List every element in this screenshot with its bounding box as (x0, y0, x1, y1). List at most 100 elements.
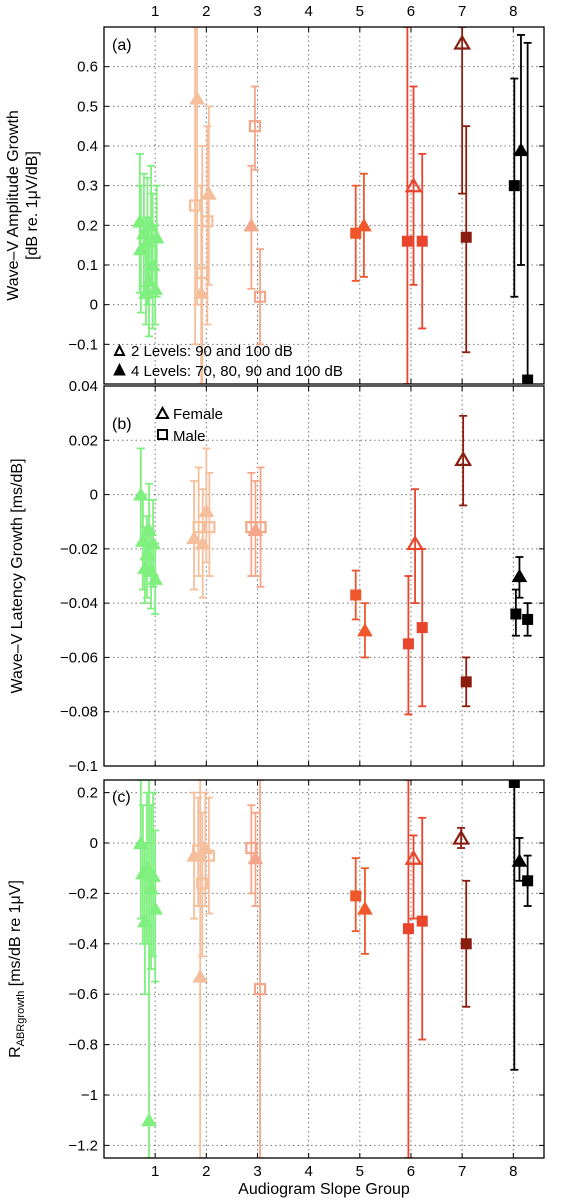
y-tick-label: −0.04 (60, 595, 98, 612)
panel-tag: (a) (112, 37, 132, 54)
legend-male-label: Male (173, 428, 206, 445)
bottom-x-tick-label: 3 (253, 1163, 261, 1180)
y-axis-label-main: R (7, 1046, 24, 1058)
data-point-triangle (192, 969, 209, 983)
top-x-tick-label: 7 (458, 3, 466, 20)
data-points (131, 27, 534, 384)
legend-open-label: 2 Levels: 90 and 100 dB (131, 343, 293, 360)
y-tick-label: −1 (81, 1087, 98, 1104)
data-point-triangle (404, 177, 423, 193)
y-tick-label: 0.6 (77, 59, 98, 76)
data-point-triangle (357, 901, 373, 915)
data-point-triangle (406, 534, 424, 551)
y-tick-label: −1.2 (68, 1137, 98, 1154)
data-point-square (254, 521, 267, 534)
data-point-square (253, 290, 267, 303)
y-tick-label: −0.1 (68, 336, 98, 353)
y-axis-label-subscript: ABRgrowth (15, 991, 27, 1047)
data-point-triangle (189, 91, 205, 105)
bottom-x-tick-labels: 1 2 3 4 5 6 7 8 (151, 1163, 517, 1180)
data-point-triangle (243, 218, 260, 232)
panel-tag: (c) (112, 789, 131, 806)
data-point-square (188, 199, 202, 212)
panel-a: 0.6 0.5 0.4 0.3 0.2 0.1 0 −0.1 (a) Wave–V Amplitu… (5, 26, 545, 385)
panel-frame (103, 385, 545, 767)
data-point-square (510, 608, 522, 620)
panel-c: 0.2 0 −0.2 −0.4 −0.6 −0.8 −1 −1.2 (c) RABRgrowth … (7, 779, 545, 1159)
panel-frame (103, 26, 545, 385)
y-tick-label: 0 (90, 297, 98, 314)
y-tick-label: −0.02 (60, 541, 98, 558)
data-point-triangle (148, 229, 165, 244)
data-point-triangle (145, 868, 161, 882)
data-point-square (248, 120, 262, 133)
data-point-square (202, 849, 215, 862)
y-axis-label-rest: [ms/dB re 1μV] (7, 880, 24, 991)
top-x-tick-label: 5 (356, 3, 364, 20)
top-x-tick-label: 1 (151, 3, 159, 20)
y-tick-label: 0.1 (77, 257, 98, 274)
y-axis-label: Wave–V Amplitude Growth (5, 110, 22, 301)
top-x-tick-labels: 1 2 3 4 5 6 7 8 (151, 3, 517, 20)
y-tick-label: 0.3 (77, 178, 98, 195)
data-point-square (522, 875, 534, 887)
legend-female-triangle-icon (155, 405, 170, 419)
data-point-square (416, 915, 428, 927)
data-point-square (402, 638, 414, 650)
data-point-triangle (511, 568, 528, 583)
y-tick-label: −0.08 (60, 704, 98, 721)
bottom-x-tick-label: 1 (151, 1163, 159, 1180)
data-point-square (402, 923, 414, 935)
y-tick-label: −0.06 (60, 649, 98, 666)
top-x-tick-label: 6 (407, 3, 415, 20)
data-point-square (522, 613, 534, 625)
data-point-triangle (198, 503, 215, 517)
legend-male-square-icon (157, 429, 168, 440)
data-point-triangle (511, 853, 528, 867)
bottom-x-tick-label: 5 (356, 1163, 364, 1180)
bottom-x-tick-label: 6 (407, 1163, 415, 1180)
bottom-x-tick-label: 2 (202, 1163, 210, 1180)
y-tick-label: 0.02 (69, 432, 98, 449)
top-x-tick-label: 8 (509, 3, 517, 20)
data-point-square (253, 983, 267, 996)
data-point-triangle (147, 901, 164, 915)
panel-b: 0.04 0.02 0 −0.02 −0.04 −0.06 −0.08 −0.1 (b) Wave… (9, 378, 545, 775)
legend-female-label: Female (173, 406, 223, 423)
data-points (132, 414, 534, 716)
y-tick-label: 0.5 (77, 98, 98, 115)
bottom-x-tick-label: 7 (458, 1163, 466, 1180)
top-x-tick-label: 2 (202, 3, 210, 20)
data-point-triangle (404, 849, 423, 865)
data-point-triangle (186, 530, 202, 545)
data-point-triangle (141, 1112, 157, 1127)
panel-tag: (b) (112, 416, 132, 433)
y-tick-label: −0.6 (68, 986, 98, 1003)
data-point-square (401, 235, 413, 247)
y-tick-label: 0 (90, 835, 98, 852)
bottom-x-tick-label: 4 (304, 1163, 312, 1180)
data-point-square (460, 231, 472, 243)
legend-sex: Female Male (155, 405, 223, 445)
top-x-tick-label: 3 (253, 3, 261, 20)
data-point-square (350, 227, 362, 239)
data-point-square (508, 180, 520, 192)
data-point-square (460, 938, 472, 950)
y-tick-label: 0.2 (77, 217, 98, 234)
data-point-triangle (454, 450, 473, 466)
data-point-triangle (147, 281, 164, 295)
data-point-square (416, 622, 428, 634)
y-axis-label: RABRgrowth [ms/dB re 1μV] (7, 880, 27, 1058)
data-point-square (196, 877, 209, 890)
y-tick-label: −0.4 (68, 936, 98, 953)
data-point-square (508, 780, 520, 789)
data-point-square (416, 235, 428, 247)
y-tick-label: −0.8 (68, 1037, 98, 1054)
data-point-square (350, 589, 362, 601)
data-point-square (203, 521, 216, 534)
legend-filled-triangle-icon (113, 362, 126, 376)
y-axis-label-line2: [dB re. 1μV/dB] (24, 151, 41, 260)
data-point-triangle (452, 829, 471, 845)
data-point-triangle (513, 142, 529, 157)
